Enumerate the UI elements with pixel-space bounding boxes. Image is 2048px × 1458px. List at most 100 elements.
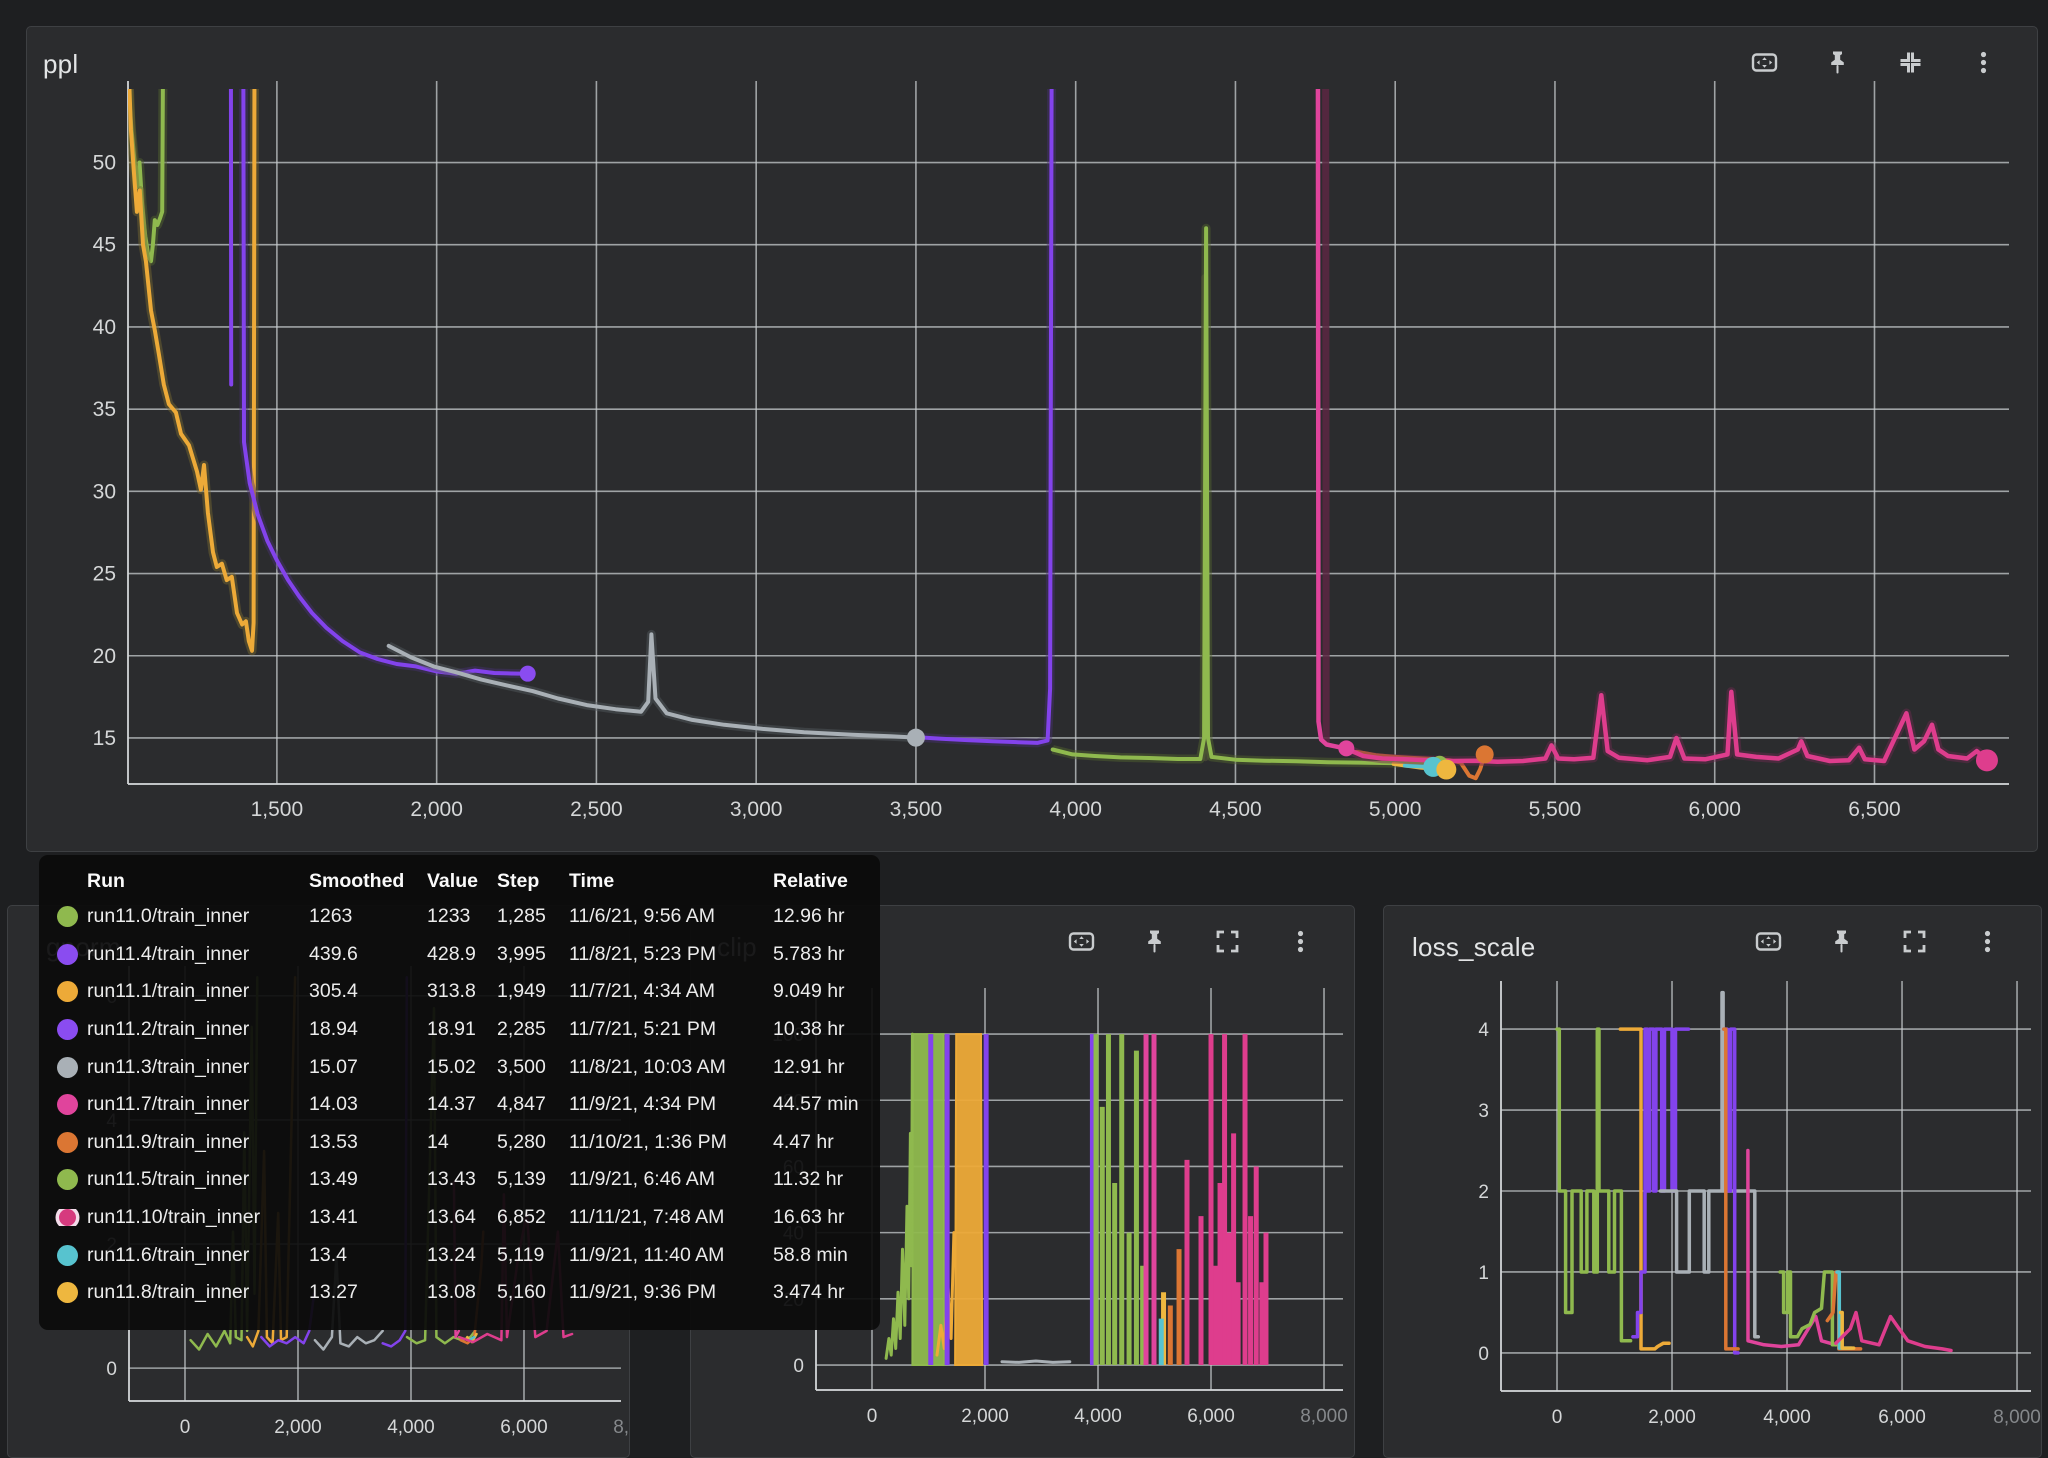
chart-hover-tooltip: Run Smoothed Value Step Time Relative ru… bbox=[39, 855, 880, 1330]
panel-clip-toolbar bbox=[1068, 928, 1314, 955]
tooltip-cell: 18.91 bbox=[427, 1018, 476, 1041]
tooltip-cell: 11/8/21, 5:23 PM bbox=[569, 942, 717, 965]
col-time: Time bbox=[569, 870, 615, 892]
x-tick-label: 8,000 bbox=[1993, 1407, 2041, 1428]
y-tick-label: 2 bbox=[1478, 1182, 1489, 1203]
tooltip-cell: 5.783 hr bbox=[773, 942, 845, 965]
tooltip-run-row: run11.4/train_inner 439.6 428.9 3,995 11/8/2… bbox=[47, 936, 872, 974]
tooltip-run-row: run11.6/train_inner 13.4 13.24 5,119 11/9/21… bbox=[47, 1236, 872, 1274]
series-run11.7-ghost bbox=[1322, 89, 1330, 745]
x-tick-label: 4,500 bbox=[1209, 798, 1262, 821]
tooltip-run-row: run11.9/train_inner 13.53 14 5,280 11/10/21,… bbox=[47, 1124, 872, 1162]
expand-icon[interactable] bbox=[1214, 928, 1241, 955]
tooltip-cell: 5,119 bbox=[497, 1243, 545, 1266]
tooltip-run-row: run11.10/train_inner 13.41 13.64 6,852 11/11… bbox=[47, 1199, 872, 1237]
series-run11.5 bbox=[1778, 1270, 1841, 1347]
run-color-dot bbox=[56, 1282, 78, 1304]
pin-icon[interactable] bbox=[1824, 49, 1851, 76]
tooltip-cell: run11.4/train_inner bbox=[87, 942, 250, 965]
tooltip-cell: run11.7/train_inner bbox=[87, 1093, 250, 1116]
x-tick-label: 4,000 bbox=[1049, 798, 1102, 821]
tooltip-cell: 3.474 hr bbox=[773, 1281, 845, 1304]
tooltip-cell: 11/6/21, 9:56 AM bbox=[569, 905, 715, 928]
x-tick-label: 0 bbox=[180, 1417, 191, 1438]
x-tick-label: 0 bbox=[1552, 1407, 1563, 1428]
col-smoothed: Smoothed bbox=[309, 870, 405, 892]
tooltip-cell: 13.41 bbox=[309, 1206, 358, 1229]
y-tick-label: 30 bbox=[93, 480, 116, 503]
loss-scale-chart[interactable]: 0 1 2 3 4 0 2,000 4,000 6,000 8,000 bbox=[1384, 906, 2042, 1458]
kebab-icon[interactable] bbox=[1974, 928, 2001, 955]
panel-loss-scale-toolbar bbox=[1755, 928, 2001, 955]
tooltip-cell: 428.9 bbox=[427, 942, 476, 965]
expand-icon[interactable] bbox=[1901, 928, 1928, 955]
tooltip-run-row: run11.1/train_inner 305.4 313.8 1,949 11/7/2… bbox=[47, 973, 872, 1011]
series-run11.7 bbox=[1315, 89, 1349, 751]
pan-icon[interactable] bbox=[1755, 928, 1782, 955]
tooltip-cell: 13.64 bbox=[427, 1206, 476, 1229]
tooltip-header-row: Run Smoothed Value Step Time Relative bbox=[47, 865, 872, 898]
tooltip-cell: 11/9/21, 4:34 PM bbox=[569, 1093, 717, 1116]
tooltip-run-row: run11.7/train_inner 14.03 14.37 4,847 11/9/2… bbox=[47, 1086, 872, 1124]
y-tick-label: 1 bbox=[1478, 1263, 1489, 1284]
run-color-dot bbox=[56, 1131, 78, 1153]
pan-icon[interactable] bbox=[1068, 928, 1095, 955]
tooltip-cell: 12.96 hr bbox=[773, 905, 845, 928]
tooltip-cell: 1,949 bbox=[497, 980, 546, 1003]
x-tick-label: 3,500 bbox=[890, 798, 943, 821]
x-tick-label: 1,500 bbox=[251, 798, 304, 821]
y-tick-label: 20 bbox=[93, 645, 116, 668]
tooltip-cell: 18.94 bbox=[309, 1018, 358, 1041]
kebab-icon[interactable] bbox=[1287, 928, 1314, 955]
series-run11.8 bbox=[1838, 1310, 1856, 1350]
tooltip-cell: run11.6/train_inner bbox=[87, 1243, 250, 1266]
x-tick-label: 6,000 bbox=[1688, 798, 1741, 821]
tooltip-cell: 9.049 hr bbox=[773, 980, 845, 1003]
panel-ppl: ppl 15 20 25 30 35 40 45 50 1,500 2,000 2,500 3,000… bbox=[26, 26, 2038, 852]
tooltip-cell: 44.57 min bbox=[773, 1093, 859, 1116]
tooltip-cell: 11/11/21, 7:48 AM bbox=[569, 1206, 725, 1229]
series-run11.2 bbox=[241, 89, 530, 676]
x-tick-label: 8,000 bbox=[1300, 1406, 1348, 1427]
pin-icon[interactable] bbox=[1828, 928, 1855, 955]
series-run11.6 bbox=[467, 1335, 476, 1342]
y-tick-label: 35 bbox=[93, 398, 116, 421]
tooltip-cell: 11.32 hr bbox=[773, 1168, 844, 1191]
series-run11.9-a bbox=[1722, 1027, 1740, 1351]
tooltip-run-row: run11.3/train_inner 15.07 15.02 3,500 11/8/2… bbox=[47, 1048, 872, 1086]
run-color-dot bbox=[56, 981, 78, 1003]
x-tick-label: 8,000 bbox=[613, 1417, 630, 1438]
tooltip-cell: run11.1/train_inner bbox=[87, 980, 250, 1003]
pin-icon[interactable] bbox=[1141, 928, 1168, 955]
x-tick-label: 4,000 bbox=[387, 1417, 435, 1438]
series-run11.1 bbox=[128, 89, 257, 653]
series-run11.10 bbox=[1834, 1310, 1953, 1353]
x-tick-label: 6,000 bbox=[500, 1417, 548, 1438]
x-tick-label: 2,500 bbox=[570, 798, 623, 821]
ppl-chart[interactable]: 15 20 25 30 35 40 45 50 1,500 2,000 2,500 3,000 3,50… bbox=[27, 27, 2038, 852]
y-tick-label: 40 bbox=[93, 316, 116, 339]
tooltip-cell: 14.03 bbox=[309, 1093, 358, 1116]
tooltip-cell: 1263 bbox=[309, 905, 353, 928]
tooltip-cell: 13.43 bbox=[427, 1168, 476, 1191]
tooltip-cell: 10.38 hr bbox=[773, 1018, 845, 1041]
kebab-icon[interactable] bbox=[1970, 49, 1997, 76]
x-tick-label: 4,000 bbox=[1763, 1407, 1811, 1428]
pan-icon[interactable] bbox=[1751, 49, 1778, 76]
run-color-dot bbox=[56, 943, 78, 965]
y-tick-label: 0 bbox=[106, 1359, 117, 1380]
y-tick-label: 50 bbox=[93, 152, 116, 175]
x-tick-label: 0 bbox=[867, 1406, 878, 1427]
series-run11.3 bbox=[386, 632, 918, 740]
tooltip-cell: 15.02 bbox=[427, 1055, 476, 1078]
series-run11.1 bbox=[1618, 1027, 1671, 1351]
y-tick-label: 4 bbox=[1478, 1020, 1489, 1041]
col-value: Value bbox=[427, 870, 478, 892]
tooltip-cell: 13.24 bbox=[427, 1243, 476, 1266]
tooltip-cell: 15.07 bbox=[309, 1055, 358, 1078]
y-tick-label: 0 bbox=[793, 1356, 804, 1377]
series-endpoint-dot bbox=[1975, 749, 1998, 772]
y-tick-label: 45 bbox=[93, 234, 116, 257]
collapse-icon[interactable] bbox=[1897, 49, 1924, 76]
x-tick-label: 3,000 bbox=[730, 798, 783, 821]
